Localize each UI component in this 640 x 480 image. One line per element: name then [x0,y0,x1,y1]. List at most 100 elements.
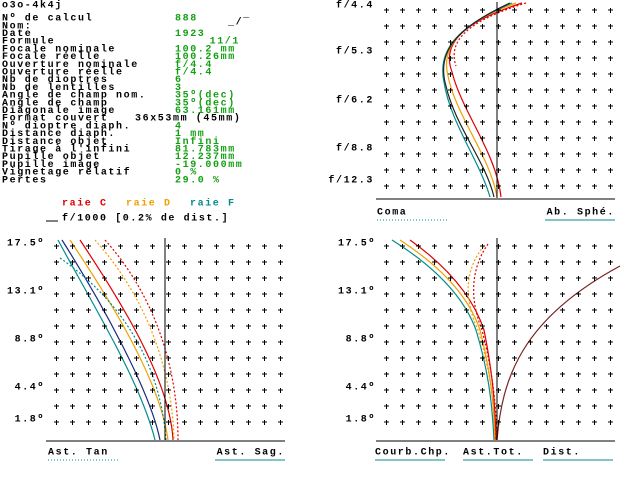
grid-dot [400,404,405,409]
grid-dot [86,260,91,265]
grid-dot [464,388,469,393]
grid-dot [544,260,549,265]
grid-dot [480,168,485,173]
field-value: 6 [175,75,183,86]
y-label: f/6.2 [336,95,374,107]
grid-dot [464,340,469,345]
field-label: Date [2,29,32,40]
grid-dot [480,184,485,189]
grid-dot [464,40,469,45]
grid-dot [102,420,107,425]
field-value: 81.783mm [175,145,236,156]
grid-dot [448,56,453,61]
grid-dot [544,184,549,189]
grid-dot [608,24,613,29]
grid-dot [150,340,155,345]
grid-dot [480,72,485,77]
grid-dot [512,292,517,297]
grid-dot [528,292,533,297]
grid-dot [480,404,485,409]
field-label: Nº dioptre diaph. [2,120,131,132]
grid-dot [134,404,139,409]
grid-dot [416,88,421,93]
grid-dot [560,404,565,409]
grid-dot [400,260,405,265]
grid-dot [230,388,235,393]
grid-dot [544,120,549,125]
grid-dot [528,244,533,249]
grid-dot [464,168,469,173]
grid-dot [560,8,565,13]
grid-dot [432,308,437,313]
curve [442,2,511,198]
field-label: Ouverture nominale [2,59,139,71]
grid-dot [384,56,389,61]
grid-dot [230,372,235,377]
grid-dot [464,276,469,281]
grid-dot [150,308,155,313]
grid-dot [576,152,581,157]
grid-dot [592,324,597,329]
grid-dot [528,168,533,173]
grid-dot [480,244,485,249]
grid-dot [54,292,59,297]
grid-dot [512,404,517,409]
grid-dot [166,420,171,425]
grid-dot [400,324,405,329]
grid-dot [592,104,597,109]
grid-dot [384,104,389,109]
plot-label: Coma [377,208,407,219]
grid-dot [182,308,187,313]
grid-dot [560,104,565,109]
grid-dot [560,276,565,281]
grid-dot [214,404,219,409]
grid-dot [608,372,613,377]
grid-dot [416,388,421,393]
grid-dot [416,324,421,329]
grid-dot [118,244,123,249]
grid-dot [544,420,549,425]
grid-dot [528,72,533,77]
grid-dot [576,388,581,393]
grid-dot [400,120,405,125]
grid-dot [416,168,421,173]
grid-dot [560,120,565,125]
grid-dot [608,356,613,361]
grid-dot [576,88,581,93]
grid-dot [54,276,59,281]
grid-dot [560,388,565,393]
grid-dot [278,308,283,313]
grid-dot [592,404,597,409]
grid-dot [528,152,533,157]
grid-dot [432,136,437,141]
grid-dot [400,136,405,141]
field-label: Tirage à l'infini [2,144,131,156]
grid-dot [166,292,171,297]
grid-dot [384,120,389,125]
grid-dot [182,324,187,329]
grid-dot [544,152,549,157]
grid-dot [592,276,597,281]
grid-dot [544,8,549,13]
grid-dot [134,356,139,361]
grid-dot [230,292,235,297]
grid-dot [182,244,187,249]
field-label: Formule [2,36,55,48]
field-label: Vignetage relatif [2,167,131,179]
grid-dot [592,184,597,189]
grid-dot [592,72,597,77]
grid-dot [246,260,251,265]
grid-dot [246,244,251,249]
grid-dot [512,184,517,189]
grid-dot [400,72,405,77]
grid-dot [480,260,485,265]
grid-dot [560,72,565,77]
grid-dot [416,404,421,409]
y-label: f/5.3 [336,46,374,58]
grid-dot [544,244,549,249]
grid-dot [592,244,597,249]
grid-dot [592,40,597,45]
grid-dot [464,420,469,425]
curve [61,239,161,441]
grid-dot [182,292,187,297]
